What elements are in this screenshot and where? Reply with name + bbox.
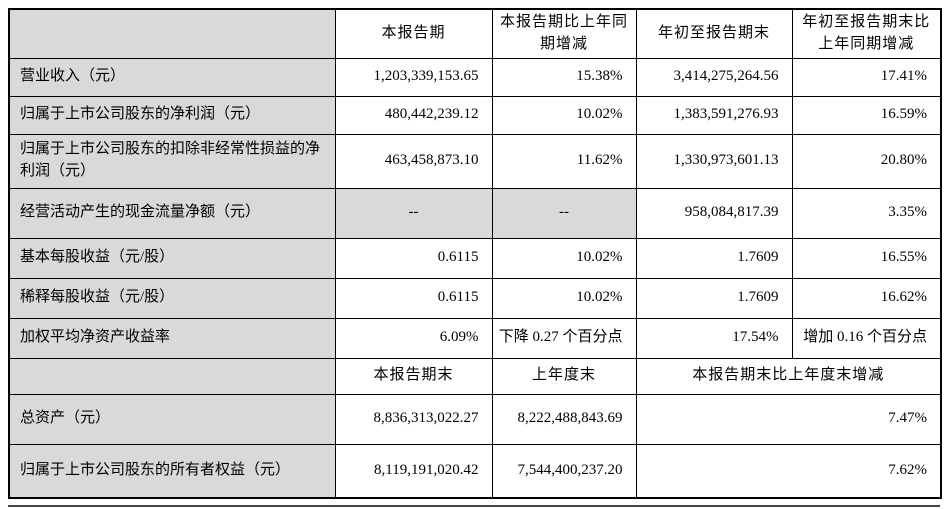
row-label: 经营活动产生的现金流量净额（元） xyxy=(8,187,336,239)
column-header-period-end: 本报告期末 xyxy=(334,357,493,395)
table-row-weighted-roe: 加权平均净资产收益率 6.09% 下降 0.27 个百分点 17.54% 增加 … xyxy=(8,317,942,359)
cell-value: 7,544,400,237.20 xyxy=(491,443,637,499)
table-row-operating-cash-flow: 经营活动产生的现金流量净额（元） -- -- 958,084,817.39 3.… xyxy=(8,187,942,239)
table-header-row-period-end: 本报告期末 上年度末 本报告期末比上年度末增减 xyxy=(8,357,942,395)
cell-value: 3,414,275,264.56 xyxy=(635,57,793,97)
table-row-owners-equity: 归属于上市公司股东的所有者权益（元） 8,119,191,020.42 7,54… xyxy=(8,443,942,499)
column-header-ytd: 年初至报告期末 xyxy=(635,8,793,59)
cell-value: 0.6115 xyxy=(334,237,493,279)
cell-value: 1,203,339,153.65 xyxy=(334,57,493,97)
cell-value: 958,084,817.39 xyxy=(635,187,793,239)
cell-value: 17.54% xyxy=(635,317,793,359)
financial-summary-table: 本报告期 本报告期比上年同期增减 年初至报告期末 年初至报告期末比上年同期增减 … xyxy=(8,8,942,499)
cell-value: 1,330,973,601.13 xyxy=(635,133,793,189)
cell-value: 6.09% xyxy=(334,317,493,359)
cell-value-na: -- xyxy=(334,187,493,239)
row-label: 稀释每股收益（元/股） xyxy=(8,277,336,319)
column-header-ytd-yoy-change: 年初至报告期末比上年同期增减 xyxy=(791,8,942,59)
cell-value: 463,458,873.10 xyxy=(334,133,493,189)
cell-value: 增加 0.16 个百分点 xyxy=(791,317,942,359)
cell-value: 7.62% xyxy=(635,443,942,499)
cell-value: 7.47% xyxy=(635,393,942,445)
row-label: 总资产（元） xyxy=(8,393,336,445)
next-table-partial-edge xyxy=(8,505,940,507)
cell-value: 10.02% xyxy=(491,95,637,135)
cell-value: 0.6115 xyxy=(334,277,493,319)
cell-value-na: -- xyxy=(491,187,637,239)
row-label: 加权平均净资产收益率 xyxy=(8,317,336,359)
cell-value: 16.55% xyxy=(791,237,942,279)
table-row-net-profit-deducted: 归属于上市公司股东的扣除非经常性损益的净利润（元） 463,458,873.10… xyxy=(8,133,942,189)
table-row-basic-eps: 基本每股收益（元/股） 0.6115 10.02% 1.7609 16.55% xyxy=(8,237,942,279)
table-header-row-period: 本报告期 本报告期比上年同期增减 年初至报告期末 年初至报告期末比上年同期增减 xyxy=(8,8,942,59)
table-row-diluted-eps: 稀释每股收益（元/股） 0.6115 10.02% 1.7609 16.62% xyxy=(8,277,942,319)
cell-value: 8,222,488,843.69 xyxy=(491,393,637,445)
column-header-prior-year-end: 上年度末 xyxy=(491,357,637,395)
cell-value: 3.35% xyxy=(791,187,942,239)
cell-value: 17.41% xyxy=(791,57,942,97)
table-row-revenue: 营业收入（元） 1,203,339,153.65 15.38% 3,414,27… xyxy=(8,57,942,97)
cell-value: 1,383,591,276.93 xyxy=(635,95,793,135)
cell-value: 16.62% xyxy=(791,277,942,319)
cell-value: 20.80% xyxy=(791,133,942,189)
row-label: 基本每股收益（元/股） xyxy=(8,237,336,279)
cell-value: 下降 0.27 个百分点 xyxy=(491,317,637,359)
cell-value: 480,442,239.12 xyxy=(334,95,493,135)
header-blank-cell xyxy=(8,357,336,395)
row-label: 营业收入（元） xyxy=(8,57,336,97)
cell-value: 11.62% xyxy=(491,133,637,189)
cell-value: 10.02% xyxy=(491,237,637,279)
cell-value: 8,119,191,020.42 xyxy=(334,443,493,499)
header-blank-cell xyxy=(8,8,336,59)
column-header-yoy-change: 本报告期比上年同期增减 xyxy=(491,8,637,59)
cell-value: 15.38% xyxy=(491,57,637,97)
cell-value: 16.59% xyxy=(791,95,942,135)
cell-value: 8,836,313,022.27 xyxy=(334,393,493,445)
column-header-period-end-change: 本报告期末比上年度末增减 xyxy=(635,357,942,395)
column-header-current-period: 本报告期 xyxy=(334,8,493,59)
table-row-net-profit: 归属于上市公司股东的净利润（元） 480,442,239.12 10.02% 1… xyxy=(8,95,942,135)
row-label: 归属于上市公司股东的净利润（元） xyxy=(8,95,336,135)
cell-value: 10.02% xyxy=(491,277,637,319)
row-label: 归属于上市公司股东的扣除非经常性损益的净利润（元） xyxy=(8,133,336,189)
table-row-total-assets: 总资产（元） 8,836,313,022.27 8,222,488,843.69… xyxy=(8,393,942,445)
cell-value: 1.7609 xyxy=(635,237,793,279)
row-label: 归属于上市公司股东的所有者权益（元） xyxy=(8,443,336,499)
cell-value: 1.7609 xyxy=(635,277,793,319)
